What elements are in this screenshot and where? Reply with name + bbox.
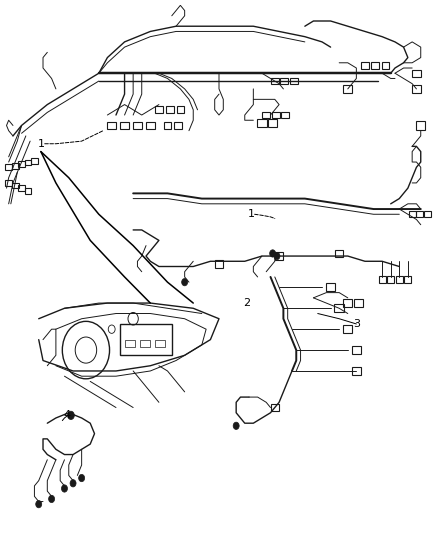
- Bar: [25, 160, 32, 165]
- Circle shape: [36, 500, 42, 508]
- Bar: [164, 122, 171, 129]
- Bar: [381, 62, 389, 69]
- Bar: [412, 85, 421, 93]
- Bar: [275, 253, 283, 260]
- Bar: [262, 111, 270, 118]
- Bar: [257, 119, 267, 127]
- Bar: [146, 122, 155, 129]
- Bar: [409, 211, 416, 217]
- Bar: [12, 183, 18, 188]
- Bar: [424, 211, 431, 217]
- Bar: [396, 277, 403, 282]
- Circle shape: [233, 422, 239, 430]
- Circle shape: [61, 485, 67, 492]
- Circle shape: [49, 495, 55, 503]
- Circle shape: [70, 480, 76, 487]
- Bar: [290, 78, 297, 84]
- Bar: [352, 346, 361, 354]
- Bar: [335, 250, 343, 257]
- Bar: [271, 78, 279, 84]
- Bar: [271, 404, 279, 411]
- Bar: [417, 211, 423, 217]
- Bar: [155, 107, 163, 113]
- Bar: [379, 277, 385, 282]
- Bar: [335, 304, 344, 312]
- Bar: [326, 284, 336, 292]
- Bar: [412, 70, 421, 77]
- Bar: [215, 260, 223, 268]
- Circle shape: [79, 474, 85, 482]
- Bar: [140, 340, 150, 348]
- Circle shape: [182, 279, 187, 286]
- Bar: [177, 107, 184, 113]
- Bar: [343, 300, 352, 306]
- Bar: [18, 185, 25, 191]
- Bar: [343, 85, 352, 93]
- Bar: [120, 122, 129, 129]
- Bar: [25, 188, 32, 193]
- Bar: [354, 300, 363, 306]
- Bar: [133, 122, 142, 129]
- Bar: [155, 340, 166, 348]
- Bar: [281, 111, 289, 118]
- Bar: [31, 158, 38, 164]
- Bar: [124, 340, 135, 348]
- Circle shape: [67, 411, 74, 419]
- Bar: [280, 78, 288, 84]
- Text: 2: 2: [244, 298, 251, 308]
- Bar: [5, 180, 12, 186]
- Bar: [174, 122, 182, 129]
- Bar: [166, 107, 173, 113]
- Circle shape: [274, 253, 280, 260]
- Bar: [268, 119, 277, 127]
- Bar: [120, 324, 172, 356]
- Bar: [107, 122, 116, 129]
- Bar: [361, 62, 369, 69]
- Bar: [416, 122, 425, 130]
- Bar: [5, 164, 12, 170]
- Text: 3: 3: [353, 319, 360, 329]
- Bar: [343, 325, 353, 333]
- Bar: [404, 277, 411, 282]
- Text: 1: 1: [248, 209, 254, 219]
- Bar: [352, 367, 361, 375]
- Bar: [387, 277, 394, 282]
- Text: 1: 1: [37, 139, 44, 149]
- Bar: [18, 161, 25, 167]
- Text: 4: 4: [63, 410, 70, 421]
- Bar: [272, 111, 279, 118]
- Bar: [371, 62, 379, 69]
- Circle shape: [270, 250, 276, 257]
- Bar: [12, 163, 18, 168]
